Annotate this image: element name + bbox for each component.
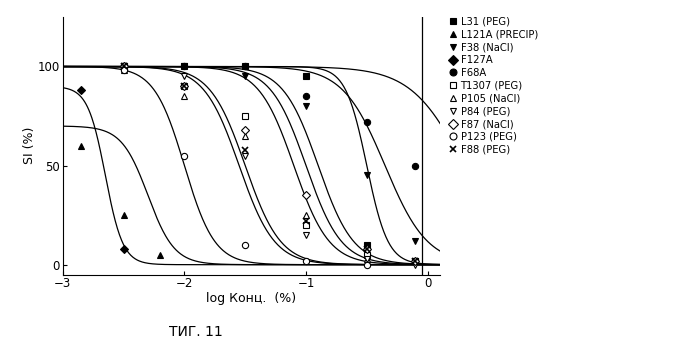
Legend: L31 (PEG), L121A (PRECIP), F38 (NaCl), F127A, F68A, T1307 (PEG), P105 (NaCl), P8: L31 (PEG), L121A (PRECIP), F38 (NaCl), F… (449, 17, 537, 155)
Y-axis label: SI (%): SI (%) (24, 127, 36, 164)
Text: ΤИГ. 11: ΤИГ. 11 (168, 325, 223, 339)
X-axis label: log Конц.  (%): log Конц. (%) (206, 292, 297, 305)
